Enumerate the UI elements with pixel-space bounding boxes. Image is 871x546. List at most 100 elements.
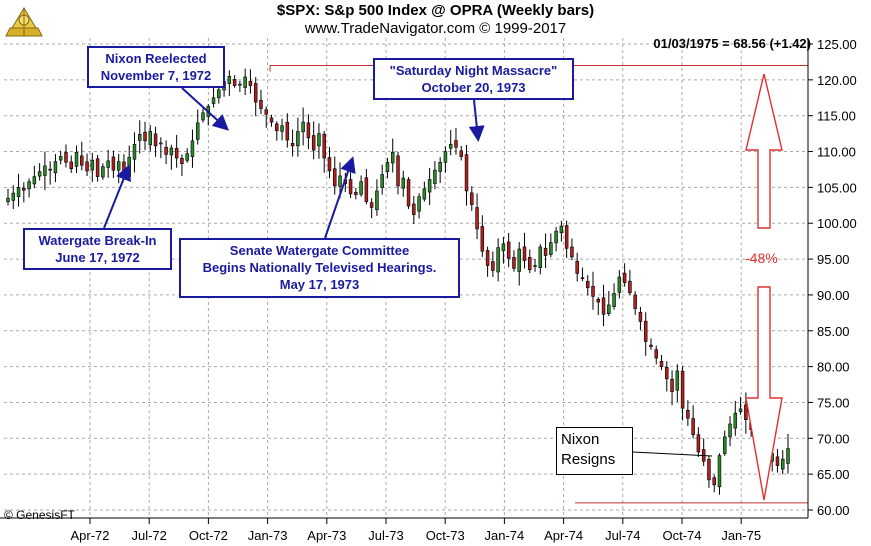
candle (686, 400, 690, 426)
candle-body (570, 246, 574, 258)
candle-body (733, 412, 738, 429)
candle-body (217, 89, 221, 99)
candle-body (585, 280, 590, 289)
candle-body (691, 418, 695, 436)
candle (333, 156, 337, 195)
candle (375, 179, 379, 216)
connector-saturday-massacre (468, 99, 485, 142)
candle (311, 121, 316, 160)
candle-body (85, 161, 89, 172)
candle (575, 252, 579, 282)
candle (422, 181, 427, 202)
callout-line: "Saturday Night Massacre" (389, 63, 558, 78)
candle-body (406, 179, 411, 207)
candle (354, 187, 358, 200)
up-arrow (745, 73, 783, 229)
candle (665, 361, 669, 392)
candle-body (243, 76, 247, 88)
candle-body (185, 153, 189, 161)
candle (364, 168, 369, 205)
candle-body (512, 257, 516, 269)
candle (301, 107, 305, 146)
candle-body (459, 150, 463, 157)
candle (417, 193, 421, 219)
candle-body (95, 158, 100, 177)
candle (464, 144, 469, 206)
candle-body (106, 160, 110, 168)
x-tick-label: Oct-74 (662, 528, 701, 543)
candle (638, 306, 643, 331)
candle (390, 138, 395, 173)
candle (259, 89, 263, 115)
candle (427, 167, 432, 206)
candle-body (549, 242, 553, 255)
candle (322, 131, 326, 173)
candle (380, 164, 384, 195)
candle-body (480, 226, 485, 252)
candle (522, 232, 527, 269)
candle-body (475, 207, 479, 230)
candle-body (285, 121, 290, 141)
candle (448, 129, 453, 156)
y-tick-label: 60.00 (817, 503, 850, 518)
candle-body (211, 97, 216, 104)
candle (775, 448, 780, 473)
candle-body (522, 246, 527, 261)
candle-body (169, 147, 174, 156)
candle-body (116, 161, 121, 171)
candle (723, 430, 727, 457)
candle (585, 275, 590, 296)
candle (564, 220, 569, 259)
x-tick-label: Jul-73 (368, 528, 403, 543)
candle-body (190, 140, 195, 157)
candle (696, 427, 701, 457)
x-tick-label: Apr-72 (70, 528, 109, 543)
candle-body (306, 122, 311, 139)
candle-body (269, 117, 274, 123)
candle (6, 188, 10, 206)
candle (58, 150, 63, 165)
candle (707, 455, 711, 488)
callout-line: Nixon (561, 431, 600, 448)
candle-body (259, 99, 263, 109)
callout-nixon-reelected: Nixon Reelected November 7, 1972 (87, 46, 225, 88)
candle-body (385, 161, 390, 172)
candle (396, 151, 400, 195)
candle-body (280, 125, 284, 132)
candle (459, 145, 463, 161)
candle-body (43, 165, 47, 176)
candle-body (659, 361, 664, 367)
candle (475, 193, 479, 240)
candle-body (238, 83, 242, 86)
candle (232, 75, 237, 88)
candle-body (127, 156, 131, 178)
candle-body (775, 456, 780, 466)
candle (153, 126, 158, 157)
candle (512, 250, 516, 272)
candle-body (538, 246, 543, 269)
candle (69, 155, 73, 173)
candle (148, 125, 153, 152)
candle-body (670, 378, 674, 393)
candle (717, 453, 722, 495)
candle-body (327, 157, 332, 172)
candle-body (738, 408, 743, 412)
candle (138, 120, 142, 154)
y-tick-label: 65.00 (817, 467, 850, 482)
candle (64, 144, 68, 168)
candle (601, 284, 606, 327)
candle (90, 152, 95, 182)
candle-body (506, 241, 511, 259)
candle (290, 129, 295, 157)
x-tick-label: Apr-74 (544, 528, 583, 543)
candle (691, 405, 695, 439)
candle-body (412, 203, 416, 215)
callout-line: June 17, 1972 (55, 250, 140, 265)
candle (633, 291, 637, 315)
candle (48, 161, 52, 185)
price-readout: 01/03/1975 = 68.56 (+1.42) (653, 36, 811, 51)
candle-body (417, 196, 421, 212)
candle (385, 157, 390, 179)
candle-body (580, 277, 585, 279)
candle-body (48, 168, 52, 171)
